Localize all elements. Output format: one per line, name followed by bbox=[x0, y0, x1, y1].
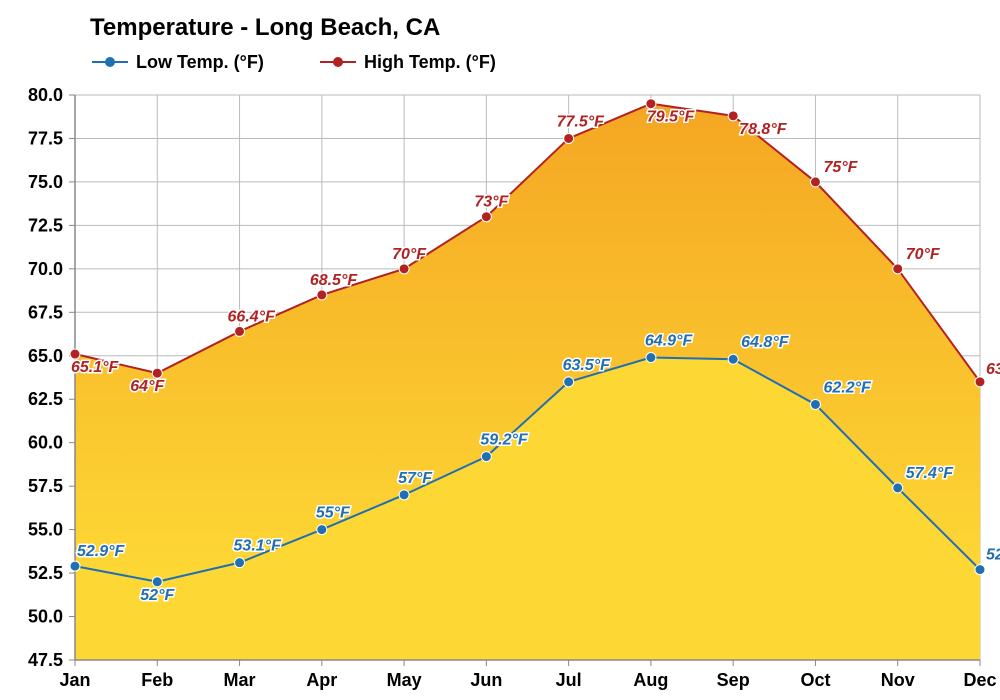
series-marker bbox=[975, 565, 985, 575]
series-marker bbox=[810, 177, 820, 187]
y-tick-label: 52.5 bbox=[28, 563, 63, 583]
high-data-label: 70°F bbox=[392, 246, 427, 263]
y-tick-label: 62.5 bbox=[28, 389, 63, 409]
x-tick-label: Apr bbox=[306, 670, 337, 690]
series-marker bbox=[152, 368, 162, 378]
low-data-label: 53.1°F bbox=[234, 538, 283, 555]
low-data-label: 52.9°F bbox=[77, 543, 126, 560]
y-tick-label: 80.0 bbox=[28, 85, 63, 105]
series-marker bbox=[399, 490, 409, 500]
high-data-label: 70°F bbox=[906, 246, 941, 263]
y-tick-label: 77.5 bbox=[28, 128, 63, 148]
low-data-label: 57.4°F bbox=[906, 465, 955, 482]
low-data-label: 59.2°F bbox=[480, 432, 529, 449]
low-data-label: 55°F bbox=[316, 505, 351, 522]
y-tick-label: 50.0 bbox=[28, 607, 63, 627]
legend-low-label: Low Temp. (°F) bbox=[136, 52, 264, 72]
series-marker bbox=[893, 483, 903, 493]
series-marker bbox=[481, 452, 491, 462]
series-marker bbox=[893, 264, 903, 274]
x-tick-label: Nov bbox=[881, 670, 915, 690]
x-tick-label: Oct bbox=[800, 670, 830, 690]
series-marker bbox=[70, 349, 80, 359]
y-tick-label: 55.0 bbox=[28, 520, 63, 540]
high-data-label: 78.8°F bbox=[739, 121, 788, 138]
series-marker bbox=[70, 561, 80, 571]
series-marker bbox=[646, 99, 656, 109]
series-marker bbox=[317, 290, 327, 300]
x-tick-label: Feb bbox=[141, 670, 173, 690]
series-marker bbox=[564, 377, 574, 387]
high-data-label: 65.1°F bbox=[71, 359, 120, 376]
high-data-label: 79.5°F bbox=[647, 109, 696, 126]
low-data-label: 64.8°F bbox=[741, 334, 790, 351]
x-tick-label: Mar bbox=[224, 670, 256, 690]
series-marker bbox=[399, 264, 409, 274]
series-marker bbox=[152, 577, 162, 587]
y-tick-label: 75.0 bbox=[28, 172, 63, 192]
series-marker bbox=[975, 377, 985, 387]
low-data-label: 52°F bbox=[140, 587, 175, 604]
high-data-label: 68.5°F bbox=[310, 272, 359, 289]
y-tick-label: 70.0 bbox=[28, 259, 63, 279]
chart-title: Temperature - Long Beach, CA bbox=[90, 14, 440, 41]
series-marker bbox=[235, 558, 245, 568]
low-data-label: 52.7°F bbox=[986, 547, 1000, 564]
high-data-label: 66.4°F bbox=[228, 308, 277, 325]
y-tick-label: 47.5 bbox=[28, 650, 63, 670]
series-marker bbox=[317, 525, 327, 535]
x-tick-label: May bbox=[387, 670, 422, 690]
y-tick-label: 57.5 bbox=[28, 476, 63, 496]
y-tick-label: 72.5 bbox=[28, 215, 63, 235]
series-marker bbox=[810, 399, 820, 409]
low-data-label: 64.9°F bbox=[645, 333, 694, 350]
high-data-label: 64°F bbox=[130, 378, 165, 395]
series-marker bbox=[728, 354, 738, 364]
x-tick-label: Aug bbox=[633, 670, 668, 690]
temperature-chart: 47.5 50.0 52.5 55.0 57.5 60.0 62.5 65.0 67.5 70.0… bbox=[0, 0, 1000, 700]
x-tick-label: Jul bbox=[556, 670, 582, 690]
series-marker bbox=[235, 326, 245, 336]
series-marker bbox=[481, 212, 491, 222]
low-data-label: 62.2°F bbox=[823, 379, 872, 396]
series-marker bbox=[564, 133, 574, 143]
x-tick-label: Sep bbox=[717, 670, 750, 690]
high-data-label: 77.5°F bbox=[557, 113, 606, 130]
chart-svg: 47.5 50.0 52.5 55.0 57.5 60.0 62.5 65.0 67.5 70.0… bbox=[0, 0, 1000, 700]
high-data-label: 75°F bbox=[823, 159, 858, 176]
x-tick-label: Jun bbox=[470, 670, 502, 690]
y-tick-label: 65.0 bbox=[28, 346, 63, 366]
series-marker bbox=[646, 353, 656, 363]
x-tick-label: Dec bbox=[963, 670, 996, 690]
high-data-label: 73°F bbox=[474, 194, 509, 211]
y-tick-label: 67.5 bbox=[28, 302, 63, 322]
legend-high-label: High Temp. (°F) bbox=[364, 52, 496, 72]
series-marker bbox=[728, 111, 738, 121]
low-data-label: 57°F bbox=[398, 470, 433, 487]
high-data-label: 63.5°F bbox=[986, 361, 1000, 378]
y-tick-label: 60.0 bbox=[28, 433, 63, 453]
x-tick-label: Jan bbox=[59, 670, 90, 690]
low-data-label: 63.5°F bbox=[563, 357, 612, 374]
